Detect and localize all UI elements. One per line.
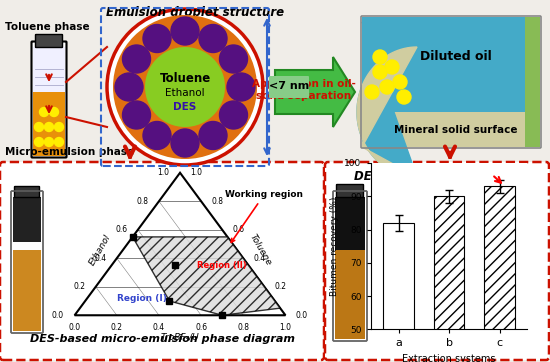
- Circle shape: [123, 101, 151, 129]
- Text: <7 nm: <7 nm: [269, 81, 309, 91]
- Text: 1.0: 1.0: [191, 168, 202, 177]
- FancyBboxPatch shape: [333, 191, 367, 341]
- Text: Toluene: Toluene: [248, 232, 273, 267]
- Bar: [362, 17, 525, 112]
- Text: 0.8: 0.8: [136, 197, 149, 206]
- Text: DES-based micro-emulsion phase diagram: DES-based micro-emulsion phase diagram: [30, 334, 294, 344]
- Bar: [383, 223, 414, 362]
- Text: Micro-emulsion phase: Micro-emulsion phase: [5, 147, 134, 157]
- Text: 0.2: 0.2: [275, 282, 287, 291]
- Text: 0.6: 0.6: [233, 225, 245, 234]
- Circle shape: [199, 122, 227, 150]
- Text: 0.6: 0.6: [195, 324, 207, 332]
- Text: 0.4: 0.4: [94, 254, 106, 263]
- Bar: [13, 197, 41, 242]
- Circle shape: [380, 80, 394, 94]
- Text: Working region: Working region: [226, 190, 304, 242]
- Circle shape: [373, 65, 387, 79]
- Bar: [13, 242, 41, 331]
- X-axis label: Extraction systems: Extraction systems: [403, 354, 496, 362]
- Bar: [335, 250, 365, 339]
- Circle shape: [35, 138, 43, 147]
- Text: Ethanol: Ethanol: [87, 232, 112, 266]
- Circle shape: [219, 45, 248, 73]
- FancyBboxPatch shape: [325, 162, 549, 360]
- FancyBboxPatch shape: [0, 162, 324, 360]
- Bar: [33, 92, 65, 156]
- Text: 0.0: 0.0: [296, 311, 308, 320]
- Circle shape: [373, 50, 387, 64]
- FancyBboxPatch shape: [337, 185, 364, 198]
- Circle shape: [143, 25, 171, 52]
- Circle shape: [54, 122, 63, 131]
- Text: 0.2: 0.2: [111, 324, 123, 332]
- Text: 0.8: 0.8: [212, 197, 224, 206]
- Circle shape: [113, 15, 257, 159]
- Circle shape: [365, 85, 379, 99]
- FancyBboxPatch shape: [31, 42, 67, 157]
- Text: 1.0: 1.0: [157, 168, 169, 177]
- Bar: [485, 186, 515, 362]
- Bar: [434, 196, 464, 362]
- Circle shape: [145, 47, 225, 127]
- Circle shape: [35, 122, 43, 131]
- Bar: [525, 17, 540, 147]
- FancyBboxPatch shape: [36, 34, 63, 47]
- Text: Mineral solid surface: Mineral solid surface: [394, 125, 518, 135]
- Circle shape: [171, 129, 199, 157]
- Bar: [13, 242, 41, 250]
- Text: 0.8: 0.8: [237, 324, 249, 332]
- Text: TrpBF₄/U: TrpBF₄/U: [161, 333, 200, 342]
- Circle shape: [115, 73, 143, 101]
- Bar: [33, 47, 65, 92]
- Text: 0.4: 0.4: [254, 254, 266, 263]
- Circle shape: [397, 90, 411, 104]
- Polygon shape: [133, 237, 280, 315]
- Text: Region (II): Region (II): [197, 261, 247, 270]
- Text: 1.0: 1.0: [279, 324, 292, 332]
- Text: 0.2: 0.2: [73, 282, 85, 291]
- Bar: [335, 197, 365, 250]
- Circle shape: [199, 25, 227, 52]
- Text: Toluene phase: Toluene phase: [5, 22, 90, 32]
- Polygon shape: [357, 47, 417, 177]
- Polygon shape: [357, 22, 417, 177]
- Circle shape: [219, 101, 248, 129]
- Polygon shape: [275, 57, 355, 127]
- Text: 0.0: 0.0: [52, 311, 64, 320]
- Text: Region (I): Region (I): [117, 294, 167, 303]
- Text: 0.4: 0.4: [153, 324, 165, 332]
- Text: 0.6: 0.6: [115, 225, 128, 234]
- Circle shape: [385, 60, 399, 74]
- Circle shape: [393, 75, 407, 89]
- Text: Application in oil-
solid separation: Application in oil- solid separation: [252, 79, 356, 101]
- FancyBboxPatch shape: [269, 76, 309, 98]
- Circle shape: [107, 9, 263, 165]
- Circle shape: [45, 122, 53, 131]
- Y-axis label: Bitumen recovery (%): Bitumen recovery (%): [330, 197, 339, 296]
- Text: Emulsion droplet structure: Emulsion droplet structure: [106, 6, 284, 19]
- Text: DES: DES: [173, 102, 197, 112]
- Circle shape: [143, 122, 171, 150]
- Text: DES micro-emulsion EOR: DES micro-emulsion EOR: [354, 170, 518, 183]
- Circle shape: [50, 108, 58, 117]
- Circle shape: [123, 45, 151, 73]
- FancyBboxPatch shape: [14, 186, 40, 198]
- Text: 0.0: 0.0: [69, 324, 81, 332]
- Text: Ethanol: Ethanol: [165, 88, 205, 98]
- Text: Diluted oil: Diluted oil: [420, 51, 492, 63]
- FancyBboxPatch shape: [11, 191, 43, 333]
- Circle shape: [54, 138, 63, 147]
- Circle shape: [40, 108, 48, 117]
- Circle shape: [171, 17, 199, 45]
- Circle shape: [227, 73, 255, 101]
- Circle shape: [45, 138, 53, 147]
- Text: Toluene: Toluene: [160, 72, 211, 85]
- Bar: [362, 112, 525, 147]
